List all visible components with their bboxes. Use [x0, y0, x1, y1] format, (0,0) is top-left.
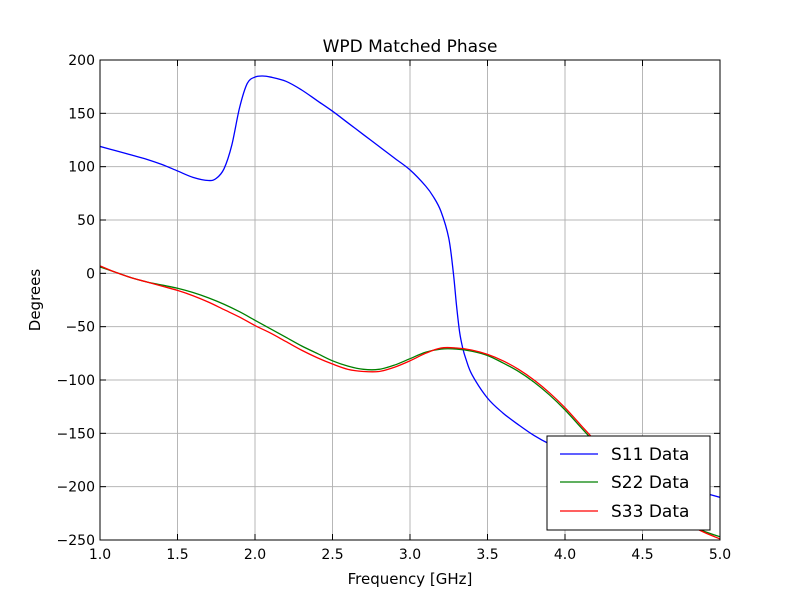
legend-label-s33: S33 Data — [611, 502, 689, 522]
x-tick-label: 2.0 — [244, 547, 266, 563]
y-axis-label: Degrees — [26, 269, 44, 332]
x-tick-label: 3.0 — [399, 547, 421, 563]
x-tick-label: 5.0 — [709, 547, 731, 563]
y-tick-label: −250 — [57, 533, 95, 549]
axis-ticks: 1.0 1.5 2.0 2.5 3.0 3.5 4.0 4.5 5.0 200 150 100 50 0 −… — [57, 53, 732, 563]
x-tick-label: 1.0 — [89, 547, 111, 563]
y-tick-label: −50 — [65, 320, 95, 336]
y-tick-label: 50 — [77, 213, 95, 229]
y-tick-label: 200 — [68, 53, 95, 69]
x-tick-label: 4.0 — [554, 547, 576, 563]
x-tick-label: 3.5 — [476, 547, 498, 563]
y-tick-label: 100 — [68, 160, 95, 176]
legend-label-s22: S22 Data — [611, 473, 689, 493]
y-tick-label: −200 — [57, 480, 95, 496]
y-tick-label: 150 — [68, 106, 95, 122]
y-tick-label: −150 — [57, 426, 95, 442]
y-tick-label: −100 — [57, 373, 95, 389]
x-tick-label: 4.5 — [631, 547, 653, 563]
legend: S11 Data S22 Data S33 Data — [546, 435, 711, 531]
legend-label-s11: S11 Data — [611, 445, 689, 465]
x-tick-label: 2.5 — [321, 547, 343, 563]
x-tick-label: 1.5 — [166, 547, 188, 563]
legend-box — [546, 435, 711, 531]
y-tick-label: 0 — [86, 266, 95, 282]
x-axis-label: Frequency [GHz] — [348, 570, 473, 588]
chart-title: WPD Matched Phase — [323, 37, 498, 57]
